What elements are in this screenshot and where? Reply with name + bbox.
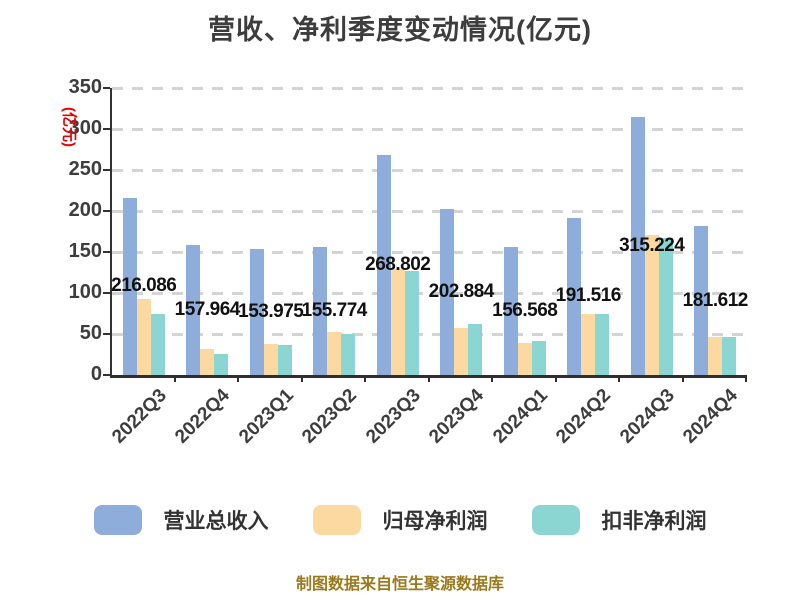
legend-item-revenue: 营业总收入 xyxy=(93,505,269,535)
bar-deducted-net-profit-2023q4 xyxy=(468,324,483,375)
bar-net-profit-2022q4 xyxy=(200,348,215,375)
bar-net-profit-2023q2 xyxy=(327,331,342,375)
bar-net-profit-2023q3 xyxy=(390,269,405,375)
y-axis-tick xyxy=(103,169,110,171)
legend-swatch-deducted-net-profit xyxy=(531,505,580,535)
gridline-300 xyxy=(112,128,747,131)
legend-swatch-revenue xyxy=(93,505,142,535)
gridline-100 xyxy=(112,292,747,295)
x-axis-tick xyxy=(427,375,430,382)
x-axis-tick xyxy=(681,375,684,382)
bar-deducted-net-profit-2024q1 xyxy=(531,341,546,375)
x-axis-tick xyxy=(364,375,366,382)
y-axis-tick-label: 300 xyxy=(68,117,102,140)
y-axis-tick-label: 150 xyxy=(68,240,102,263)
value-label-2022q4: 157.964 xyxy=(174,299,241,321)
gridline-150 xyxy=(112,251,747,254)
bar-revenue-2023q4 xyxy=(440,208,455,375)
value-label-2023q2: 155.774 xyxy=(301,300,368,322)
y-axis-tick-label: 50 xyxy=(79,322,102,345)
gridline-50 xyxy=(112,333,747,336)
y-axis-unit-label: (亿元) xyxy=(60,107,78,147)
x-axis-tick-label: 2024Q4 xyxy=(679,385,743,448)
bar-revenue-2024q2 xyxy=(567,217,582,375)
x-axis-tick xyxy=(237,375,239,382)
value-label-2023q3: 268.802 xyxy=(365,253,431,275)
bar-net-profit-2022q3 xyxy=(136,298,151,375)
x-axis-tick-label: 2023Q3 xyxy=(361,385,425,448)
chart-title: 营收、净利季度变动情况(亿元) xyxy=(208,15,592,45)
y-axis-tick-label: 200 xyxy=(68,199,102,222)
bar-deducted-net-profit-2023q1 xyxy=(277,345,292,375)
x-axis-tick xyxy=(300,375,303,382)
x-axis-tick-label: 2023Q2 xyxy=(298,385,362,448)
legend: 营业总收入 归母净利润 扣非净利润 xyxy=(0,505,800,535)
bar-revenue-2023q3 xyxy=(376,154,391,375)
y-axis-tick xyxy=(103,374,110,376)
y-axis-tick-label: 100 xyxy=(68,281,102,304)
bar-revenue-2024q1 xyxy=(503,246,518,375)
x-axis-tick-label: 2023Q4 xyxy=(425,385,489,448)
value-label-2024q4: 181.612 xyxy=(682,289,749,311)
bar-deducted-net-profit-2023q3 xyxy=(404,270,419,375)
legend-label-revenue: 营业总收入 xyxy=(163,510,269,533)
data-source-note: 制图数据来自恒生聚源数据库 xyxy=(295,576,504,593)
bar-deducted-net-profit-2022q3 xyxy=(150,313,165,375)
bar-net-profit-2024q4 xyxy=(708,337,723,375)
x-axis-tick-label: 2024Q3 xyxy=(615,385,679,448)
x-axis-tick-label: 2022Q4 xyxy=(171,385,235,448)
bar-deducted-net-profit-2023q2 xyxy=(341,334,356,375)
x-axis-tick-label: 2023Q1 xyxy=(234,385,298,448)
x-axis-tick xyxy=(173,375,176,382)
bar-net-profit-2024q3 xyxy=(644,234,659,375)
x-axis-tick xyxy=(554,375,557,382)
y-axis-tick xyxy=(103,251,110,253)
x-axis-tick xyxy=(491,375,493,382)
gridline-200 xyxy=(112,210,747,213)
value-label-2023q1: 153.975 xyxy=(238,300,304,322)
y-axis-tick xyxy=(103,210,110,212)
y-axis-tick-label: 250 xyxy=(68,158,102,181)
plot-area: 0 50 100 150 200 250 300 350 2022Q3 216.086 2022Q4… xyxy=(69,76,749,448)
value-label-2024q2: 191.516 xyxy=(555,285,622,307)
gridline-250 xyxy=(112,169,747,172)
y-axis-tick xyxy=(103,128,110,130)
bar-net-profit-2023q1 xyxy=(263,343,278,375)
legend-label-net-profit: 归母净利润 xyxy=(382,510,488,533)
value-label-2022q3: 216.086 xyxy=(111,275,177,297)
legend-label-deducted-net-profit: 扣非净利润 xyxy=(601,510,707,533)
bar-deducted-net-profit-2022q4 xyxy=(214,353,229,375)
legend-swatch-net-profit xyxy=(312,505,361,535)
y-axis-tick xyxy=(103,333,110,335)
legend-item-net-profit: 归母净利润 xyxy=(312,505,488,535)
value-label-2024q1: 156.568 xyxy=(492,299,558,321)
x-axis-tick-label: 2022Q3 xyxy=(107,385,171,448)
y-axis-tick-label: 0 xyxy=(90,363,102,386)
bar-revenue-2022q3 xyxy=(122,197,137,375)
gridline-350 xyxy=(112,87,747,90)
legend-item-deducted-net-profit: 扣非净利润 xyxy=(531,505,707,535)
bar-net-profit-2023q4 xyxy=(454,328,469,375)
x-axis-tick xyxy=(745,375,747,382)
y-axis-tick xyxy=(103,292,110,294)
bar-revenue-2023q2 xyxy=(313,247,328,375)
x-axis-tick-label: 2024Q2 xyxy=(552,385,616,448)
bar-deducted-net-profit-2024q4 xyxy=(722,337,737,375)
bar-net-profit-2024q1 xyxy=(517,343,532,375)
bar-net-profit-2024q2 xyxy=(581,314,596,375)
x-axis-tick-label: 2024Q1 xyxy=(488,385,552,448)
bar-revenue-2022q4 xyxy=(186,245,201,375)
y-axis-tick xyxy=(103,87,110,89)
y-axis-tick-label: 350 xyxy=(68,76,102,99)
bar-deducted-net-profit-2024q2 xyxy=(595,314,610,375)
value-label-2024q3: 315.224 xyxy=(619,234,685,256)
value-label-2023q4: 202.884 xyxy=(428,280,495,302)
bar-revenue-2024q4 xyxy=(694,226,709,375)
bar-revenue-2023q1 xyxy=(249,248,264,375)
x-axis-tick xyxy=(618,375,620,382)
bar-deducted-net-profit-2024q3 xyxy=(658,238,673,375)
bar-revenue-2024q3 xyxy=(630,116,645,375)
